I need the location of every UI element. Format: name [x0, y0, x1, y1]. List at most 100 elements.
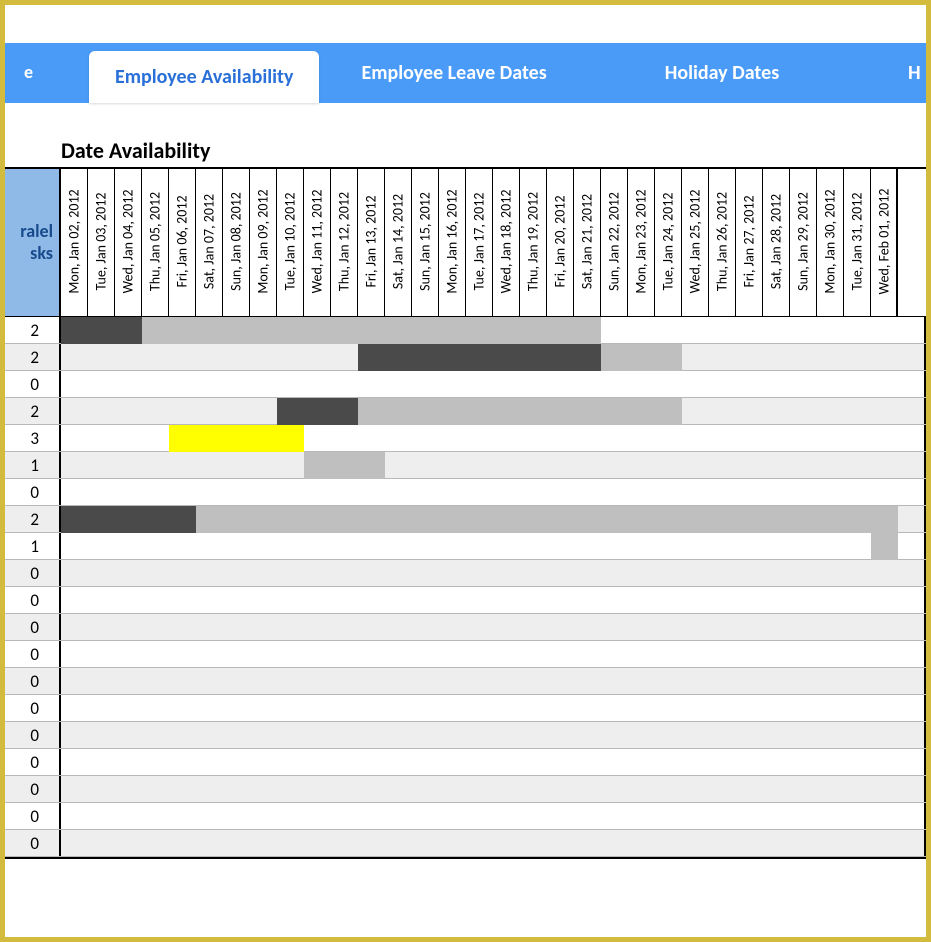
gantt-cell[interactable] [655, 425, 682, 452]
gantt-cell[interactable] [547, 560, 574, 587]
tab-holiday-dates[interactable]: Holiday Dates [641, 43, 803, 103]
gantt-cell[interactable] [412, 614, 439, 641]
gantt-cell[interactable] [250, 425, 277, 452]
gantt-cell[interactable] [871, 560, 898, 587]
gantt-cell[interactable] [358, 614, 385, 641]
gantt-cell[interactable] [412, 506, 439, 533]
gantt-cell[interactable] [439, 614, 466, 641]
date-column-header[interactable]: Tue, Jan 17, 2012 [466, 169, 493, 316]
gantt-cell[interactable] [844, 668, 871, 695]
gantt-cell[interactable] [358, 479, 385, 506]
gantt-cell[interactable] [385, 371, 412, 398]
tasks-count[interactable]: 1 [5, 533, 61, 559]
gantt-cell[interactable] [196, 776, 223, 803]
gantt-cell[interactable] [439, 533, 466, 560]
gantt-cell[interactable] [709, 344, 736, 371]
gantt-cell[interactable] [871, 668, 898, 695]
gantt-cell[interactable] [547, 479, 574, 506]
gantt-cell[interactable] [277, 749, 304, 776]
gantt-cell[interactable] [736, 668, 763, 695]
gantt-cell[interactable] [628, 749, 655, 776]
gantt-cell[interactable] [115, 587, 142, 614]
gantt-cell[interactable] [682, 722, 709, 749]
gantt-cell[interactable] [223, 830, 250, 857]
gantt-cell[interactable] [169, 344, 196, 371]
gantt-cell[interactable] [358, 317, 385, 344]
gantt-cell[interactable] [142, 452, 169, 479]
gantt-cell[interactable] [466, 560, 493, 587]
gantt-cell[interactable] [574, 641, 601, 668]
tasks-count[interactable]: 0 [5, 587, 61, 613]
gantt-cell[interactable] [817, 398, 844, 425]
gantt-cell[interactable] [304, 371, 331, 398]
gantt-cell[interactable] [763, 479, 790, 506]
gantt-cell[interactable] [439, 398, 466, 425]
gantt-cell[interactable] [196, 803, 223, 830]
gantt-cell[interactable] [358, 830, 385, 857]
gantt-cell[interactable] [277, 344, 304, 371]
gantt-cell[interactable] [817, 587, 844, 614]
gantt-cell[interactable] [358, 776, 385, 803]
gantt-cell[interactable] [61, 344, 88, 371]
gantt-cell[interactable] [385, 425, 412, 452]
gantt-cell[interactable] [412, 533, 439, 560]
gantt-cell[interactable] [493, 749, 520, 776]
gantt-cell[interactable] [412, 641, 439, 668]
gantt-cell[interactable] [682, 803, 709, 830]
gantt-cell[interactable] [439, 722, 466, 749]
gantt-cell[interactable] [412, 695, 439, 722]
gantt-cell[interactable] [628, 425, 655, 452]
gantt-cell[interactable] [844, 398, 871, 425]
gantt-cell[interactable] [61, 371, 88, 398]
gantt-cell[interactable] [466, 452, 493, 479]
gantt-cell[interactable] [790, 776, 817, 803]
gantt-cell[interactable] [277, 722, 304, 749]
gantt-cell[interactable] [736, 722, 763, 749]
gantt-cell[interactable] [466, 479, 493, 506]
gantt-cell[interactable] [493, 587, 520, 614]
gantt-cell[interactable] [88, 371, 115, 398]
date-column-header[interactable]: Sat, Jan 07, 2012 [196, 169, 223, 316]
gantt-cell[interactable] [439, 587, 466, 614]
gantt-cell[interactable] [61, 776, 88, 803]
gantt-cell[interactable] [709, 587, 736, 614]
gantt-cell[interactable] [682, 398, 709, 425]
gantt-cell[interactable] [574, 614, 601, 641]
gantt-cell[interactable] [88, 560, 115, 587]
gantt-cell[interactable] [358, 425, 385, 452]
gantt-cell[interactable] [412, 371, 439, 398]
gantt-cell[interactable] [817, 749, 844, 776]
gantt-cell[interactable] [223, 641, 250, 668]
gantt-cell[interactable] [115, 425, 142, 452]
gantt-cell[interactable] [358, 722, 385, 749]
gantt-cell[interactable] [628, 722, 655, 749]
tab-partial-right[interactable]: H [898, 43, 926, 103]
gantt-cell[interactable] [628, 344, 655, 371]
gantt-cell[interactable] [142, 722, 169, 749]
gantt-cell[interactable] [682, 641, 709, 668]
gantt-cell[interactable] [223, 398, 250, 425]
gantt-cell[interactable] [682, 614, 709, 641]
gantt-cell[interactable] [250, 614, 277, 641]
gantt-cell[interactable] [385, 479, 412, 506]
gantt-cell[interactable] [61, 317, 88, 344]
gantt-cell[interactable] [871, 506, 898, 533]
gantt-cell[interactable] [520, 533, 547, 560]
gantt-cell[interactable] [628, 803, 655, 830]
gantt-cell[interactable] [223, 533, 250, 560]
gantt-cell[interactable] [682, 533, 709, 560]
gantt-cell[interactable] [115, 317, 142, 344]
gantt-cell[interactable] [250, 695, 277, 722]
gantt-cell[interactable] [763, 587, 790, 614]
gantt-cell[interactable] [304, 803, 331, 830]
gantt-cell[interactable] [709, 533, 736, 560]
gantt-cell[interactable] [844, 425, 871, 452]
gantt-cell[interactable] [61, 506, 88, 533]
tasks-count[interactable]: 0 [5, 722, 61, 748]
date-column-header[interactable]: Fri, Jan 27, 2012 [736, 169, 763, 316]
gantt-cell[interactable] [250, 641, 277, 668]
gantt-cell[interactable] [277, 506, 304, 533]
gantt-cell[interactable] [493, 533, 520, 560]
gantt-cell[interactable] [466, 641, 493, 668]
gantt-cell[interactable] [547, 398, 574, 425]
